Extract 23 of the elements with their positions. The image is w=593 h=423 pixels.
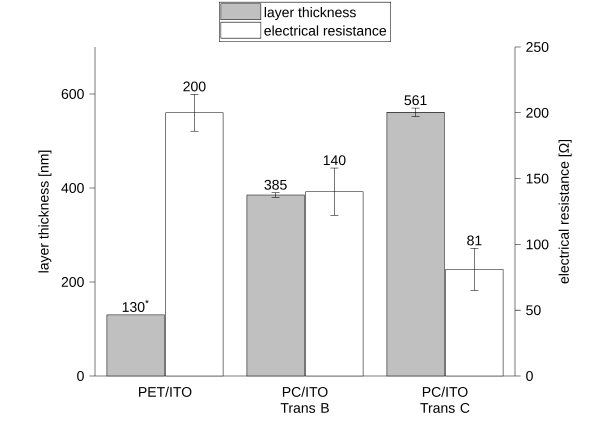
y2-tick-label: 50 <box>526 305 541 316</box>
y2-tick-label: 150 <box>526 174 548 184</box>
y2-tick-label: 100 <box>526 239 548 250</box>
data-label: 200 <box>183 82 206 92</box>
y2-axis-title: electrical resistance [Ω] <box>558 140 572 284</box>
y-tick-label: 600 <box>62 89 84 99</box>
y-tick-label: 400 <box>61 183 84 193</box>
legend-label: electrical resistance <box>264 25 386 36</box>
y2-tick-label: 0 <box>526 371 533 381</box>
x-tick-label: PC/ITO Trans C <box>420 386 470 413</box>
y2-tick-label: 250 <box>526 42 548 52</box>
x-tick-label: PC/ITO Trans B <box>280 386 329 413</box>
x-tick-label: PET/ITO <box>139 386 192 397</box>
data-label: 140 <box>324 155 346 166</box>
data-label: 130$^{*}$ <box>122 300 149 312</box>
legend-label: layer thickness <box>264 7 356 20</box>
y2-tick-label: 200 <box>526 108 548 118</box>
data-label: 561 <box>404 95 427 106</box>
y-tick-label: 200 <box>62 277 84 287</box>
y-axis-title: layer thickness [nm] <box>38 150 52 272</box>
y-tick-label: 0 <box>77 371 84 381</box>
data-label: 81 <box>467 236 482 246</box>
data-label: 385 <box>264 180 287 190</box>
